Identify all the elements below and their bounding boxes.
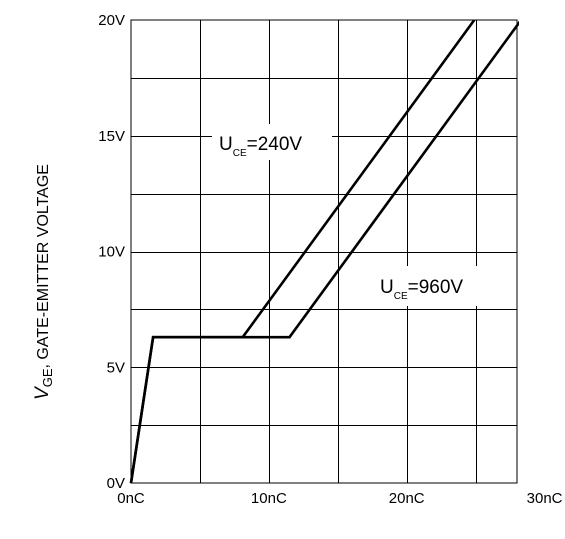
annotation-240v-sub: CE [233, 148, 247, 159]
x-tick-labels: 0nC 10nC 20nC 30nC [117, 490, 562, 507]
annotation-960v-rest: =960V [408, 277, 464, 298]
annotation-960v-main: U [380, 277, 394, 298]
y-tick-label: 20V [98, 12, 125, 29]
y-axis-label: VGE, GATE-EMITTER VOLTAGE [32, 164, 55, 400]
annotation-960v: UCE=960V [364, 266, 494, 306]
svg-text:UCE=960V: UCE=960V [380, 277, 463, 302]
y-tick-label: 5V [107, 359, 125, 376]
annotation-240v-main: U [219, 134, 233, 155]
y-tick-label: 15V [98, 128, 125, 145]
y-tick-label: 10V [98, 244, 125, 261]
annotation-240v: UCE=240V [212, 124, 332, 160]
x-tick-label: 20nC [389, 490, 425, 507]
x-tick-label: 10nC [251, 490, 287, 507]
series-lines [129, 20, 519, 484]
y-axis-label-text: , GATE-EMITTER VOLTAGE [35, 164, 52, 368]
annotation-960v-sub: CE [394, 291, 408, 302]
annotation-240v-rest: =240V [247, 134, 303, 155]
y-axis-label-subscript: GE [40, 368, 55, 387]
y-axis-label-symbol: V [32, 385, 53, 400]
svg-text:UCE=240V: UCE=240V [219, 134, 302, 159]
grid [131, 20, 517, 483]
x-tick-label: 30nC [527, 490, 563, 507]
x-tick-label: 0nC [117, 490, 145, 507]
plot-frame [130, 19, 518, 484]
y-tick-label: 0V [107, 475, 125, 492]
y-tick-labels: 0V 5V 10V 15V 20V [98, 12, 125, 492]
series-line-uce-240v [129, 20, 476, 484]
series-line-uce-960v [129, 20, 519, 484]
